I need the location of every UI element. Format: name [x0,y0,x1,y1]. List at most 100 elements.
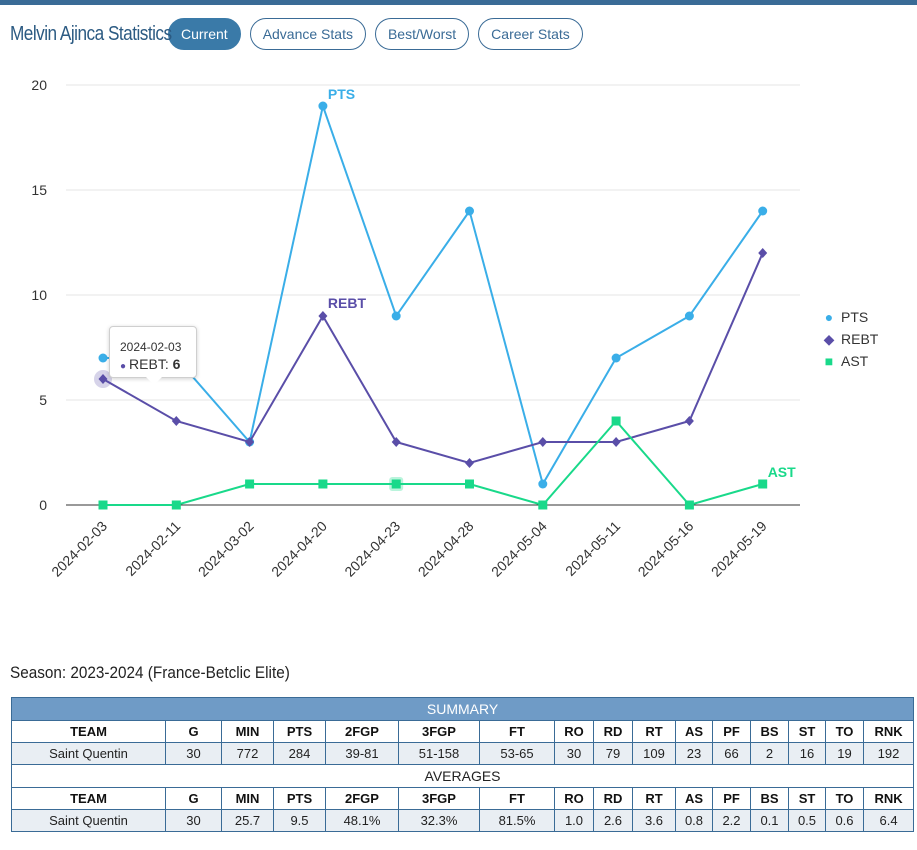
column-header: RNK [862,787,915,810]
column-header: G [165,787,222,810]
column-header: RT [632,720,676,743]
summary-header-band: SUMMARY [10,697,915,721]
data-point-rebt [171,416,181,426]
series-label-ast: AST [768,464,796,480]
table-cell: 2 [750,742,789,765]
data-point-ast [758,479,768,489]
table-cell: 0.5 [788,809,826,832]
series-label-pts: PTS [328,86,355,102]
averages-header-band: AVERAGES [10,764,915,788]
data-point-rebt [245,437,255,447]
stats-table-body: SUMMARY TEAM G MIN PTS 2FGP 3FGP FT RO RD RT AS PF B… [10,697,915,832]
table-cell: 0.8 [675,809,713,832]
data-point-pts [758,206,768,216]
legend-label: AST [841,353,869,369]
column-header: FT [479,720,555,743]
table-cell: 79 [593,742,633,765]
tooltip-value: 6 [172,356,181,372]
table-cell: 1.0 [554,809,594,832]
table-cell: 25.7 [221,809,274,832]
summary-column-headers: TEAM G MIN PTS 2FGP 3FGP FT RO RD RT AS PF BS ST TO RNK [11,720,915,743]
data-point-ast [318,479,328,489]
column-header: RO [554,787,594,810]
top-nav-bar [0,0,917,5]
table-cell: 0.6 [825,809,864,832]
table-cell: 192 [862,742,915,765]
data-point-rebt [391,437,401,447]
data-point-ast [684,500,694,510]
x-tick-label: 2024-03-02 [195,518,257,580]
column-header: PTS [273,720,326,743]
column-header: AS [675,787,713,810]
tab-best-worst[interactable]: Best/Worst [374,18,470,50]
legend-item-ast[interactable]: ■ AST [823,350,878,372]
data-point-pts [684,311,694,321]
column-header: TEAM [11,720,166,743]
column-header: MIN [221,720,274,743]
square-marker-icon: ■ [824,353,834,369]
data-point-rebt [465,458,474,468]
column-header: FT [479,787,555,810]
x-tick-label: 2024-04-28 [415,518,477,580]
x-tick-label: 2024-02-11 [122,518,183,579]
table-cell: 2.6 [593,809,633,832]
table-row: Saint Quentin 30 772 284 39-81 51-158 53-65 30 7… [11,742,915,765]
x-tick-label: 2024-04-20 [268,518,330,580]
column-header: BS [750,720,789,743]
table-cell: Saint Quentin [11,742,166,765]
y-tick-label: 15 [31,182,47,198]
data-point-rebt [318,311,328,321]
column-header: RT [632,787,676,810]
column-header: RD [593,720,633,743]
data-point-rebt [611,437,621,447]
column-header: TEAM [11,787,166,810]
y-tick-label: 0 [39,497,47,513]
x-tick-label: 2024-05-04 [488,518,550,580]
table-cell: Saint Quentin [11,809,166,832]
column-header: ST [788,787,826,810]
chart-legend: ● PTS ◆ REBT ■ AST [823,306,879,372]
data-point-rebt [538,437,548,447]
data-point-ast [391,479,401,489]
data-point-pts [611,353,621,363]
data-point-pts [98,353,108,363]
column-header: PTS [273,787,326,810]
x-tick-label: 2024-05-11 [562,518,623,579]
table-cell: 81.5% [479,809,555,832]
table-cell: 30 [165,809,222,832]
data-point-pts [318,101,328,111]
data-point-pts [465,206,474,216]
page-title: Melvin Ajinca Statistics [10,23,172,46]
tab-current[interactable]: Current [168,18,241,50]
column-header: MIN [221,787,274,810]
column-header: 2FGP [325,720,399,743]
table-cell: 16 [788,742,826,765]
table-cell: 66 [712,742,751,765]
table-row: Saint Quentin 30 25.7 9.5 48.1% 32.3% 81.5% 1.0… [11,809,915,832]
y-tick-label: 5 [39,392,47,408]
summary-title: SUMMARY [10,697,915,721]
table-cell: 19 [825,742,864,765]
column-header: BS [750,787,789,810]
data-point-ast [245,479,255,489]
data-point-ast [465,479,474,489]
tab-career-stats[interactable]: Career Stats [478,18,583,50]
table-cell: 39-81 [325,742,399,765]
tooltip-value-line: ● REBT: 6 [120,356,181,372]
tab-advance-stats[interactable]: Advance Stats [249,18,366,50]
data-point-pts [538,479,548,489]
table-cell: 3.6 [632,809,676,832]
column-header: RO [554,720,594,743]
data-point-ast [538,500,548,510]
column-header: RD [593,787,633,810]
chart-tooltip: 2024-02-03 ● REBT: 6 [109,326,197,385]
legend-item-rebt[interactable]: ◆ REBT [823,328,879,350]
table-cell: 772 [221,742,274,765]
table-cell: 2.2 [712,809,751,832]
legend-item-pts[interactable]: ● PTS [823,306,878,328]
table-cell: 23 [675,742,713,765]
table-cell: 6.4 [862,809,915,832]
averages-column-headers: TEAM G MIN PTS 2FGP 3FGP FT RO RD RT AS PF BS ST TO RNK [11,787,915,810]
column-header: 2FGP [325,787,399,810]
